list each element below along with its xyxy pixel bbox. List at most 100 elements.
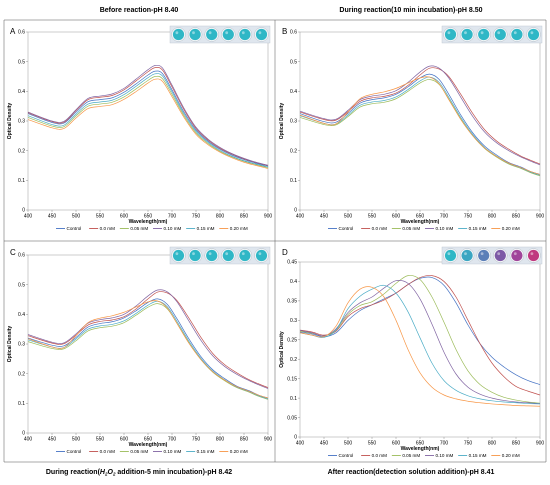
x-tick-label: 450 bbox=[320, 441, 329, 447]
series-line bbox=[299, 79, 541, 177]
well-highlight bbox=[241, 252, 245, 256]
panel-a-title: Before reaction-pH 8.40 bbox=[100, 7, 179, 14]
well-highlight bbox=[480, 31, 484, 35]
x-tick-label: 850 bbox=[512, 441, 521, 447]
y-tick-label: 0.1 bbox=[18, 178, 25, 184]
well-sample bbox=[239, 28, 251, 41]
panel-c-title-sub1: 2 bbox=[104, 472, 108, 477]
panel-letter: B bbox=[282, 27, 287, 36]
well-sample bbox=[206, 28, 218, 41]
y-tick-label: 0.4 bbox=[18, 89, 25, 95]
panel-c-title-pre: During reaction( bbox=[46, 469, 101, 476]
series-line bbox=[27, 78, 269, 169]
legend-entry: Control bbox=[67, 449, 82, 454]
well-sample bbox=[511, 28, 523, 41]
y-tick-label: 0.3 bbox=[18, 342, 25, 348]
y-tick-label: 0.4 bbox=[18, 312, 25, 318]
series-line bbox=[299, 286, 541, 407]
x-tick-label: 400 bbox=[24, 437, 33, 443]
y-tick-label: 0.2 bbox=[290, 357, 297, 363]
x-tick-label: 900 bbox=[264, 437, 273, 443]
x-tick-label: 500 bbox=[344, 441, 353, 447]
y-axis-label: Optical Density bbox=[7, 103, 13, 140]
y-tick-label: 0.35 bbox=[287, 299, 297, 305]
legend-entry: Control bbox=[67, 226, 82, 231]
plot-area bbox=[299, 261, 541, 438]
x-axis-label: Wavelength(nm) bbox=[401, 219, 440, 225]
well-sample bbox=[206, 249, 218, 262]
x-tick-label: 650 bbox=[416, 441, 425, 447]
well-highlight bbox=[530, 252, 534, 256]
series-line bbox=[27, 73, 269, 168]
panel-letter: A bbox=[10, 27, 16, 36]
x-tick-label: 750 bbox=[192, 214, 201, 220]
series-line bbox=[27, 298, 269, 399]
well-sample bbox=[527, 28, 540, 41]
panel-c-title: During reaction(H2O2 addition-5 min incu… bbox=[46, 469, 232, 477]
well-sample bbox=[444, 28, 457, 41]
legend-entry: 0.10 mM bbox=[164, 226, 182, 231]
legend-entry: 0.15 mM bbox=[197, 449, 215, 454]
well-highlight bbox=[241, 31, 245, 35]
y-tick-label: 0.5 bbox=[18, 59, 25, 65]
x-tick-label: 500 bbox=[72, 214, 81, 220]
legend-entry: 0.0 mM bbox=[100, 449, 115, 454]
x-axis-label: Wavelength(nm) bbox=[129, 442, 168, 448]
x-tick-label: 600 bbox=[120, 437, 129, 443]
y-tick-label: 0.5 bbox=[18, 282, 25, 288]
well-highlight bbox=[225, 252, 229, 256]
panel-b: B 0 0.1 0.2 0.3 0.4 0.5 0.6 400 450 500 550 600 650 70… bbox=[279, 25, 544, 231]
x-tick-label: 400 bbox=[296, 214, 305, 220]
y-tick-label: 0.1 bbox=[290, 396, 297, 402]
x-tick-label: 550 bbox=[96, 437, 105, 443]
x-tick-label: 400 bbox=[24, 214, 33, 220]
well-highlight bbox=[480, 252, 484, 256]
well-highlight bbox=[192, 31, 195, 35]
well-sample bbox=[189, 28, 201, 41]
legend-entry: 0.15 mM bbox=[469, 453, 487, 458]
well-highlight bbox=[497, 252, 501, 256]
panel-c: C 0 0.1 0.2 0.3 0.4 0.5 0.6 400 450 500 550 600 650 70… bbox=[7, 246, 273, 454]
well-sample bbox=[255, 249, 268, 262]
legend-entry: 0.15 mM bbox=[469, 226, 487, 231]
well-sample bbox=[461, 28, 473, 41]
series-line bbox=[27, 75, 269, 168]
x-tick-label: 900 bbox=[536, 441, 545, 447]
well-sample bbox=[478, 28, 490, 41]
y-tick-label: 0.2 bbox=[18, 148, 25, 154]
y-axis-label: Optical Density bbox=[279, 331, 285, 368]
y-tick-label: 0.5 bbox=[290, 59, 297, 65]
panel-letter: D bbox=[282, 248, 288, 257]
x-tick-label: 550 bbox=[96, 214, 105, 220]
x-tick-label: 700 bbox=[440, 441, 449, 447]
well-highlight bbox=[513, 31, 517, 35]
x-tick-label: 450 bbox=[48, 214, 57, 220]
x-tick-label: 750 bbox=[464, 441, 473, 447]
legend-entry: 0.05 mM bbox=[130, 449, 148, 454]
y-tick-label: 0.1 bbox=[290, 178, 297, 184]
legend-entry: 0.05 mM bbox=[402, 226, 420, 231]
legend-entry: 0.05 mM bbox=[130, 226, 148, 231]
panel-c-title-post: addition-5 min incubation)-pH 8.42 bbox=[115, 469, 232, 476]
panel-a: A 0 0.1 0.2 0.3 0.4 0.5 0.6 400 450 500 550 600 650 70… bbox=[7, 25, 272, 231]
legend-entry: 0.20 mM bbox=[230, 226, 248, 231]
y-tick-label: 0 bbox=[22, 431, 25, 437]
well-sample bbox=[172, 28, 185, 41]
x-tick-label: 700 bbox=[440, 214, 449, 220]
series-line bbox=[27, 70, 269, 167]
x-tick-label: 550 bbox=[368, 441, 377, 447]
legend-entry: Control bbox=[339, 226, 354, 231]
well-sample bbox=[494, 249, 506, 262]
y-tick-label: 0.4 bbox=[290, 279, 297, 285]
legend-entry: 0.10 mM bbox=[436, 226, 454, 231]
well-plate-inset bbox=[441, 25, 543, 44]
y-tick-label: 0.3 bbox=[290, 318, 297, 324]
legend-entry: 0.0 mM bbox=[372, 226, 387, 231]
x-tick-label: 700 bbox=[168, 437, 177, 443]
y-tick-label: 0.3 bbox=[290, 119, 297, 125]
legend-entry: 0.20 mM bbox=[230, 449, 248, 454]
y-tick-label: 0.2 bbox=[290, 148, 297, 154]
panel-c-title-h: H bbox=[100, 469, 106, 476]
series-line bbox=[299, 76, 541, 175]
y-axis-label: Optical Density bbox=[7, 326, 13, 363]
